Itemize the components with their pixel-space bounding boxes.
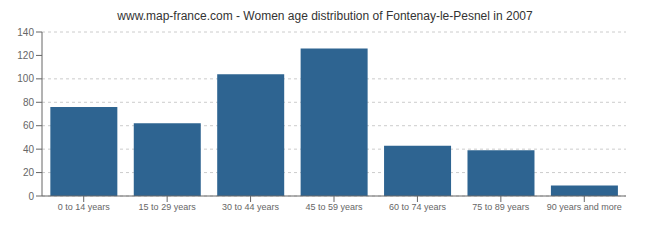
svg-text:0 to 14 years: 0 to 14 years (58, 202, 111, 212)
html-text:www.map-france.com - Women age: www.map-france.com - Women age distribut… (117, 9, 533, 23)
svg-text:75 to 89 years: 75 to 89 years (472, 202, 530, 212)
svg-text:45 to 59 years: 45 to 59 years (305, 202, 363, 212)
svg-text:100: 100 (17, 73, 34, 84)
svg-text:30 to 44 years: 30 to 44 years (222, 202, 280, 212)
svg-text:80: 80 (23, 97, 35, 108)
svg-text:20: 20 (23, 167, 35, 178)
svg-text:140: 140 (17, 27, 34, 38)
svg-text:120: 120 (17, 50, 34, 61)
svg-text:15 to 29 years: 15 to 29 years (139, 202, 197, 212)
svg-text:90 years and more: 90 years and more (547, 202, 622, 212)
svg-text:60: 60 (23, 120, 35, 131)
svg-text:40: 40 (23, 144, 35, 155)
svg-text:60 to 74 years: 60 to 74 years (389, 202, 447, 212)
svg-text:0: 0 (28, 191, 34, 202)
